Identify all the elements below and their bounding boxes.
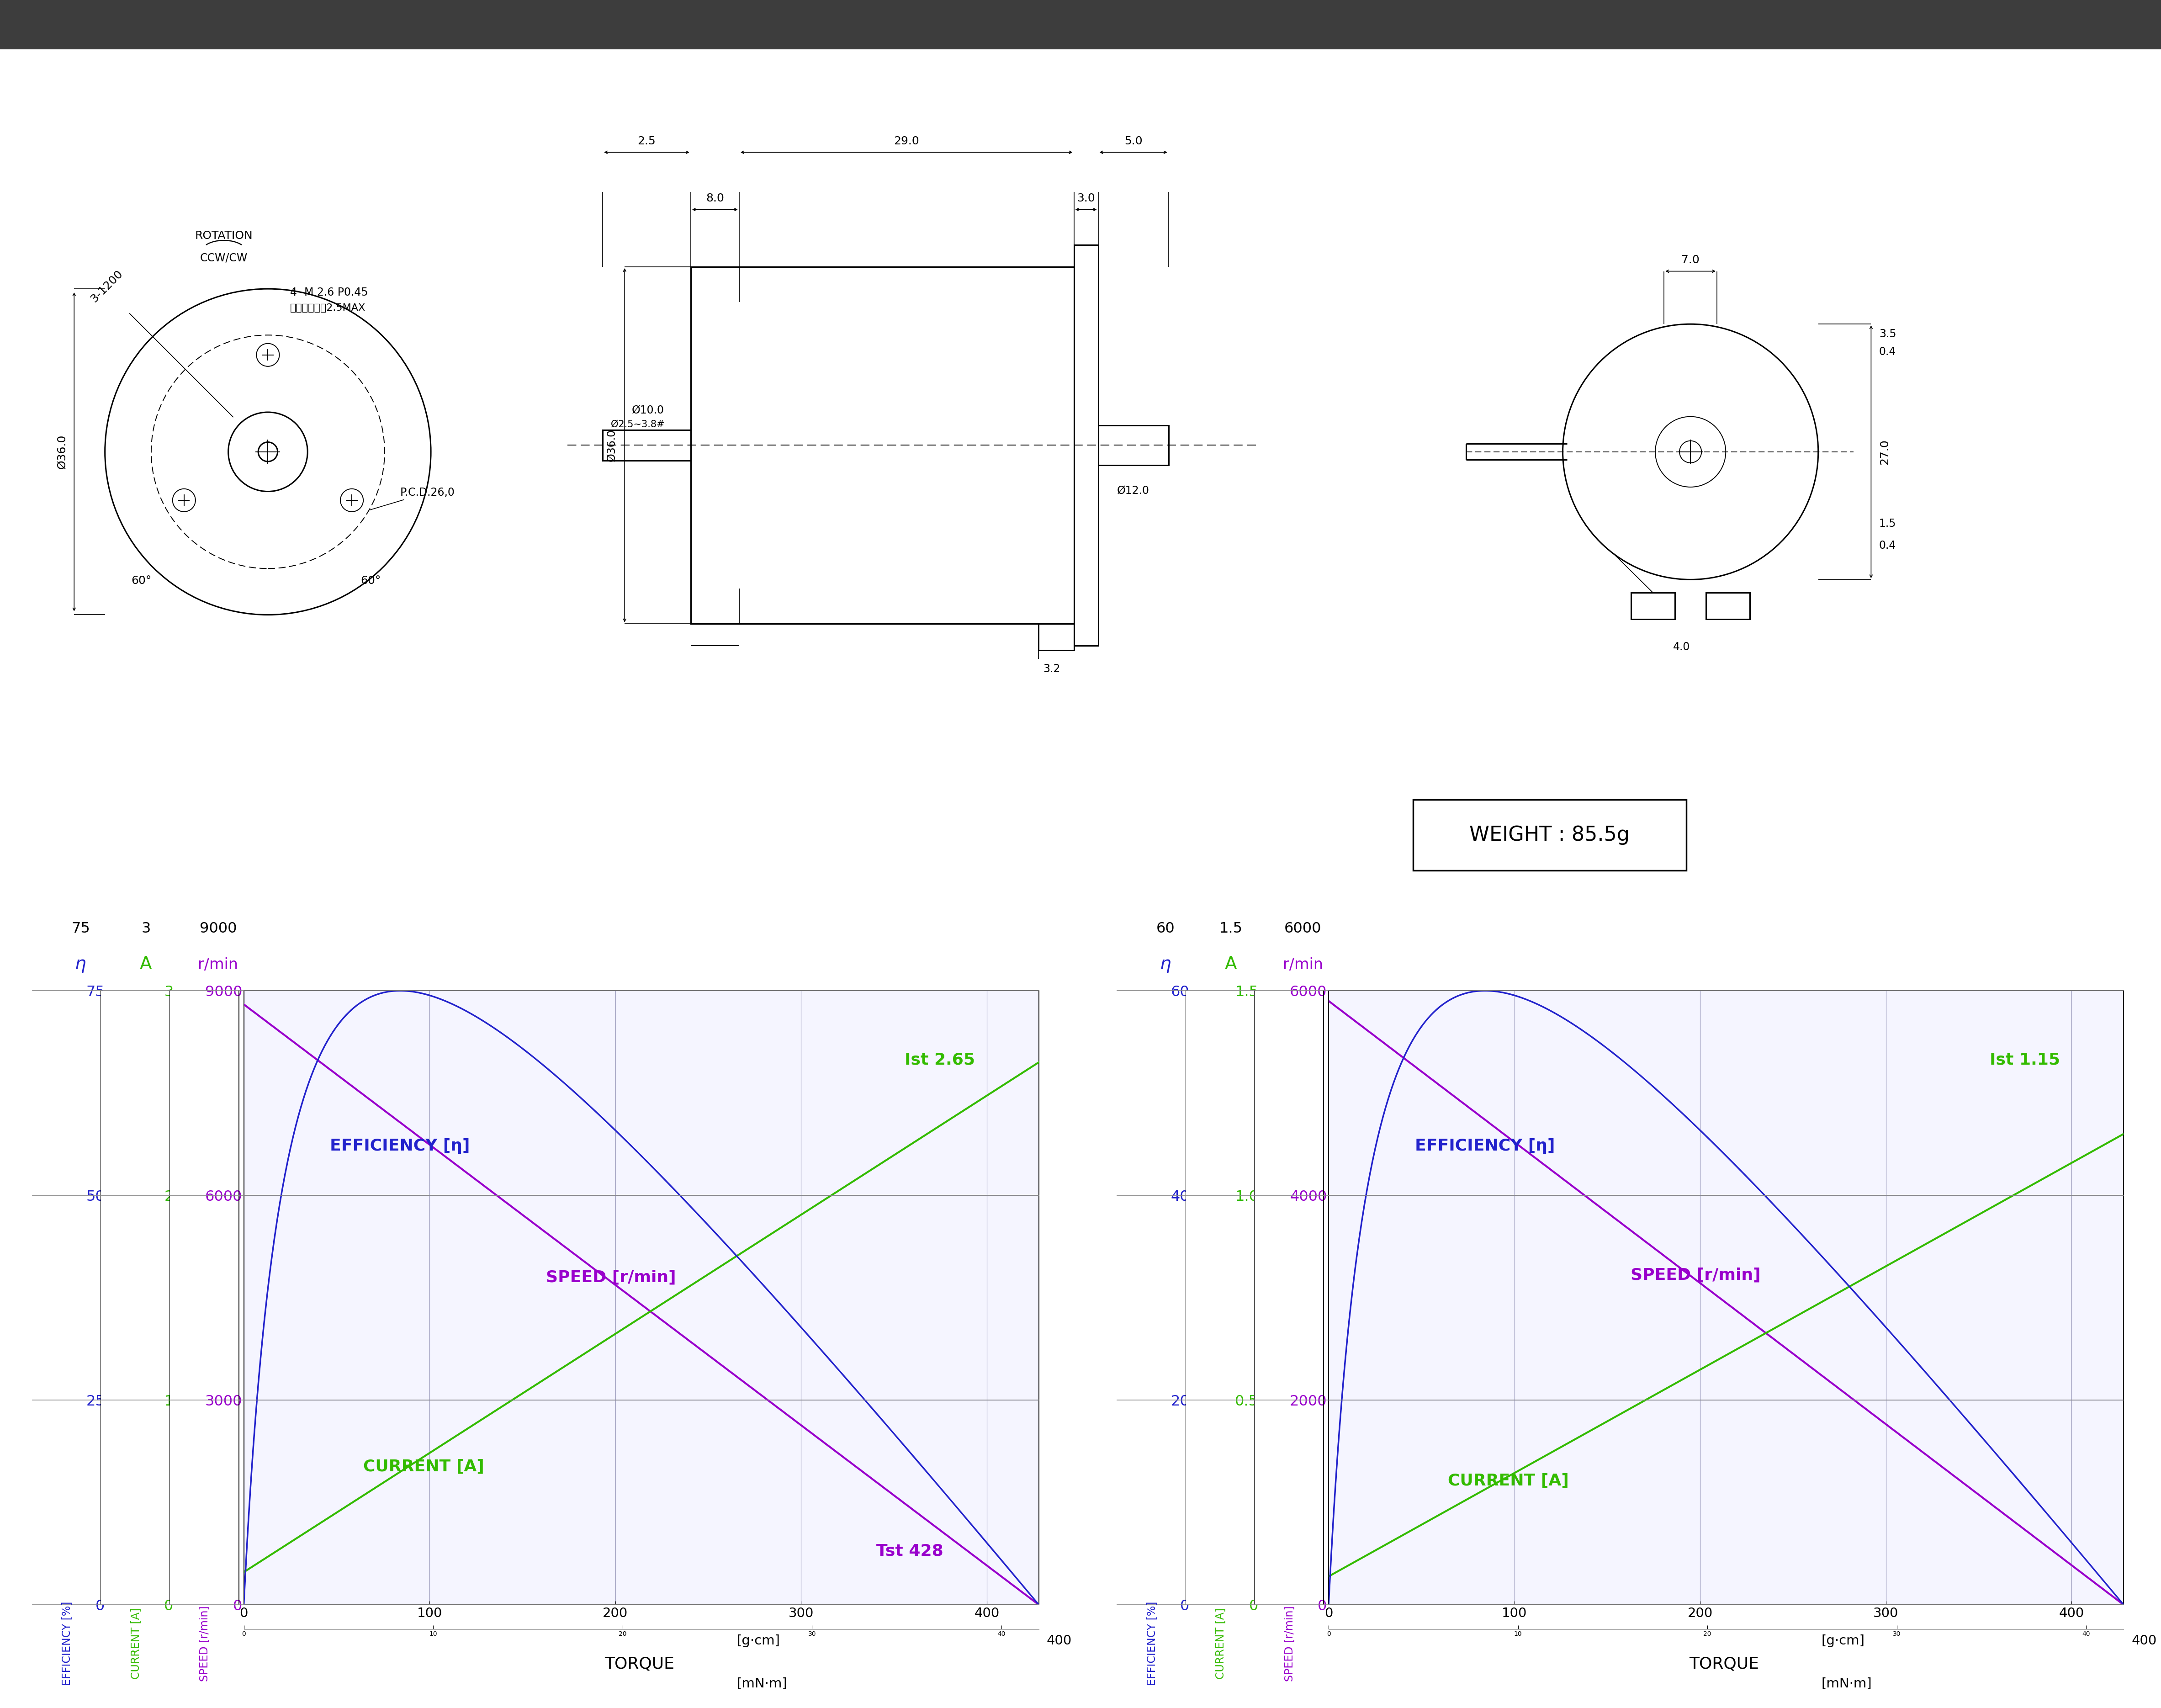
Text: r/min: r/min bbox=[199, 958, 238, 972]
Text: EFFICIENCY [η]: EFFICIENCY [η] bbox=[331, 1138, 469, 1153]
Text: 6000: 6000 bbox=[1284, 921, 1323, 936]
Text: CURRENT [A]: CURRENT [A] bbox=[1214, 1607, 1225, 1679]
Text: P.C.D.26,0: P.C.D.26,0 bbox=[370, 487, 454, 509]
Text: [mN·m]: [mN·m] bbox=[1822, 1677, 1871, 1691]
Text: 9000: 9000 bbox=[199, 921, 238, 936]
Text: [g·cm]: [g·cm] bbox=[737, 1635, 780, 1647]
Text: SPEED [r/min]: SPEED [r/min] bbox=[199, 1606, 210, 1681]
Text: Tst 428: Tst 428 bbox=[875, 1544, 944, 1559]
Text: EFFICIENCY [η]: EFFICIENCY [η] bbox=[1415, 1138, 1554, 1153]
Text: 5.0: 5.0 bbox=[1124, 135, 1143, 147]
Text: WEIGHT : 85.5g: WEIGHT : 85.5g bbox=[1469, 825, 1629, 845]
Text: Ø2.5~3.8#: Ø2.5~3.8# bbox=[612, 420, 663, 429]
Text: 27.0: 27.0 bbox=[1880, 439, 1891, 465]
Text: 3.2: 3.2 bbox=[1044, 663, 1061, 675]
Text: ネジ許容深さ2.5MAX: ネジ許容深さ2.5MAX bbox=[290, 304, 365, 313]
Text: Ø36.0: Ø36.0 bbox=[56, 434, 67, 470]
Bar bbox=[1039, 623, 1074, 651]
Text: CURRENT [A]: CURRENT [A] bbox=[1448, 1472, 1569, 1489]
Text: 1.5: 1.5 bbox=[1880, 518, 1895, 529]
Bar bbox=[603, 430, 692, 461]
Text: 60°: 60° bbox=[132, 576, 151, 586]
Text: CURRENT [A]: CURRENT [A] bbox=[130, 1607, 140, 1679]
Text: CCW/CW: CCW/CW bbox=[201, 253, 249, 263]
Text: [mN·m]: [mN·m] bbox=[737, 1677, 787, 1691]
Bar bbox=[1074, 244, 1098, 646]
Text: TORQUE: TORQUE bbox=[605, 1657, 674, 1672]
Text: Ist 2.65: Ist 2.65 bbox=[905, 1052, 975, 1068]
Text: SPEED [r/min]: SPEED [r/min] bbox=[1632, 1267, 1761, 1283]
Text: A: A bbox=[1225, 955, 1236, 974]
Bar bbox=[1632, 593, 1675, 620]
Text: 0.4: 0.4 bbox=[1880, 540, 1895, 552]
Text: 3: 3 bbox=[140, 921, 151, 936]
Text: TORQUE: TORQUE bbox=[1690, 1657, 1759, 1672]
Text: EFFICIENCY [%]: EFFICIENCY [%] bbox=[1145, 1602, 1156, 1686]
Text: EFFICIENCY [%]: EFFICIENCY [%] bbox=[61, 1602, 71, 1686]
Text: SPEED [r/min]: SPEED [r/min] bbox=[547, 1269, 676, 1284]
Text: 24V: 24V bbox=[2044, 926, 2098, 951]
Text: 0.4: 0.4 bbox=[1880, 347, 1895, 357]
Text: r/min: r/min bbox=[1284, 958, 1323, 972]
Text: 1.5: 1.5 bbox=[1219, 921, 1243, 936]
Text: ROTATION: ROTATION bbox=[194, 231, 253, 241]
Text: 400: 400 bbox=[1046, 1635, 1072, 1647]
Text: η: η bbox=[1160, 955, 1171, 974]
Text: SPEED [r/min]: SPEED [r/min] bbox=[1284, 1606, 1294, 1681]
Text: η: η bbox=[76, 955, 86, 974]
Bar bbox=[1413, 799, 1686, 871]
Text: 60°: 60° bbox=[361, 576, 380, 586]
Text: 8.0: 8.0 bbox=[707, 193, 724, 203]
Text: 29.0: 29.0 bbox=[895, 135, 918, 147]
Text: 3-1200: 3-1200 bbox=[89, 268, 125, 304]
Bar bbox=[692, 266, 1074, 623]
Text: 60: 60 bbox=[1156, 921, 1176, 936]
Text: [g·cm]: [g·cm] bbox=[1822, 1635, 1865, 1647]
Text: Ø36.0: Ø36.0 bbox=[605, 429, 616, 461]
Text: CURRENT [A]: CURRENT [A] bbox=[363, 1459, 484, 1474]
Text: 12V: 12V bbox=[959, 926, 1014, 951]
Text: Ø10.0: Ø10.0 bbox=[631, 405, 663, 415]
Text: FMR3632 R10B: FMR3632 R10B bbox=[58, 926, 285, 951]
Text: 4.0: 4.0 bbox=[1673, 640, 1690, 652]
Text: 75: 75 bbox=[71, 921, 91, 936]
Bar bbox=[1098, 425, 1169, 465]
Text: Ist 1.15: Ist 1.15 bbox=[1990, 1052, 2059, 1068]
Text: 400: 400 bbox=[2131, 1635, 2157, 1647]
Text: 2.5: 2.5 bbox=[637, 135, 655, 147]
Text: 7.0: 7.0 bbox=[1681, 254, 1699, 265]
Text: 3.0: 3.0 bbox=[1076, 193, 1096, 203]
Text: FMR3632 R11B: FMR3632 R11B bbox=[1143, 926, 1370, 951]
Text: Ø12.0: Ø12.0 bbox=[1117, 485, 1150, 495]
Bar bbox=[1705, 593, 1750, 620]
Text: 3.5: 3.5 bbox=[1880, 328, 1895, 340]
Text: 4 -M 2.6 P0.45: 4 -M 2.6 P0.45 bbox=[290, 287, 367, 297]
Text: A: A bbox=[140, 955, 151, 974]
